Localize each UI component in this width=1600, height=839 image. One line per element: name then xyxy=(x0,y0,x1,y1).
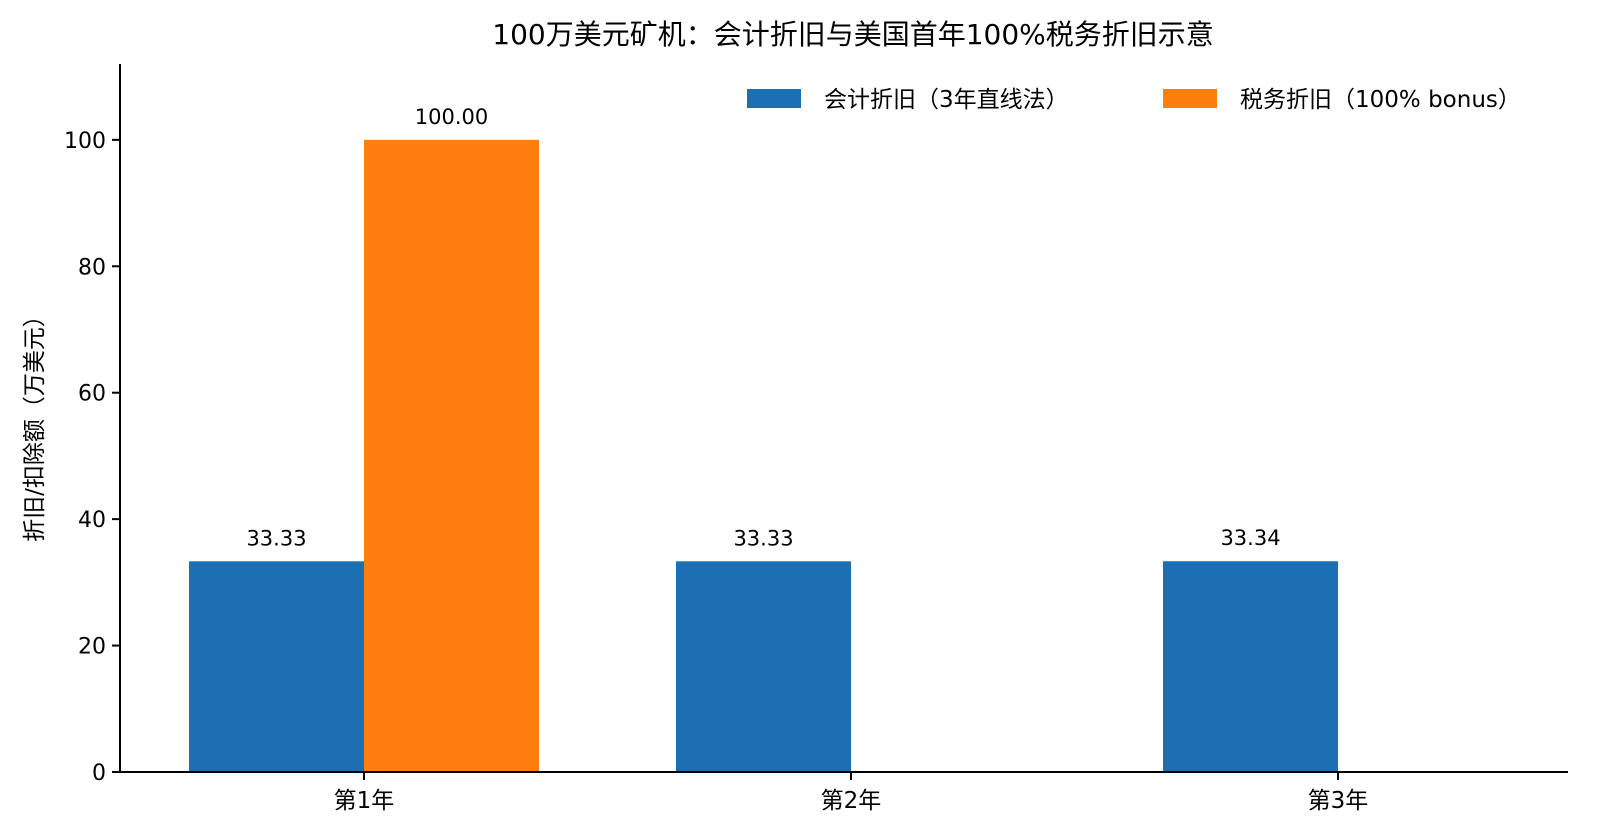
data-labels-layer: 33.33 100.00 33.33 33.34 xyxy=(246,105,1280,550)
y-axis-label: 折旧/扣除额（万美元） xyxy=(22,304,48,542)
y-tick-label-100: 100 xyxy=(64,129,106,154)
x-tick-label-1: 第1年 xyxy=(334,788,395,814)
bar-1-2 xyxy=(676,561,851,772)
bars-layer xyxy=(189,139,1338,772)
x-tick-label-2: 第2年 xyxy=(821,788,882,814)
y-tick-label-40: 40 xyxy=(78,508,106,533)
legend-swatch-1 xyxy=(747,89,801,108)
bar-1-1 xyxy=(189,561,364,772)
bar-1-3 xyxy=(1163,561,1338,772)
y-tick-label-20: 20 xyxy=(78,635,106,660)
legend: 会计折旧（3年直线法） 税务折旧（100% bonus） xyxy=(747,87,1521,113)
legend-label-2: 税务折旧（100% bonus） xyxy=(1240,87,1521,113)
chart-title: 100万美元矿机：会计折旧与美国首年100%税务折旧示意 xyxy=(492,18,1214,51)
x-tick-label-3: 第3年 xyxy=(1308,788,1369,814)
legend-label-1: 会计折旧（3年直线法） xyxy=(824,87,1069,113)
y-tick-label-80: 80 xyxy=(78,255,106,280)
data-label-1-2: 33.33 xyxy=(733,526,793,550)
y-tick-label-60: 60 xyxy=(78,382,106,407)
data-label-1-3: 33.34 xyxy=(1220,526,1280,550)
bar-2-1 xyxy=(364,139,539,772)
y-tick-label-0: 0 xyxy=(92,761,106,786)
legend-swatch-2 xyxy=(1163,89,1217,108)
data-label-2-1: 100.00 xyxy=(415,105,488,129)
data-label-1-1: 33.33 xyxy=(246,526,306,550)
axes-layer: 0 20 40 60 80 100 第1年 第2年 第3年 xyxy=(64,64,1568,814)
